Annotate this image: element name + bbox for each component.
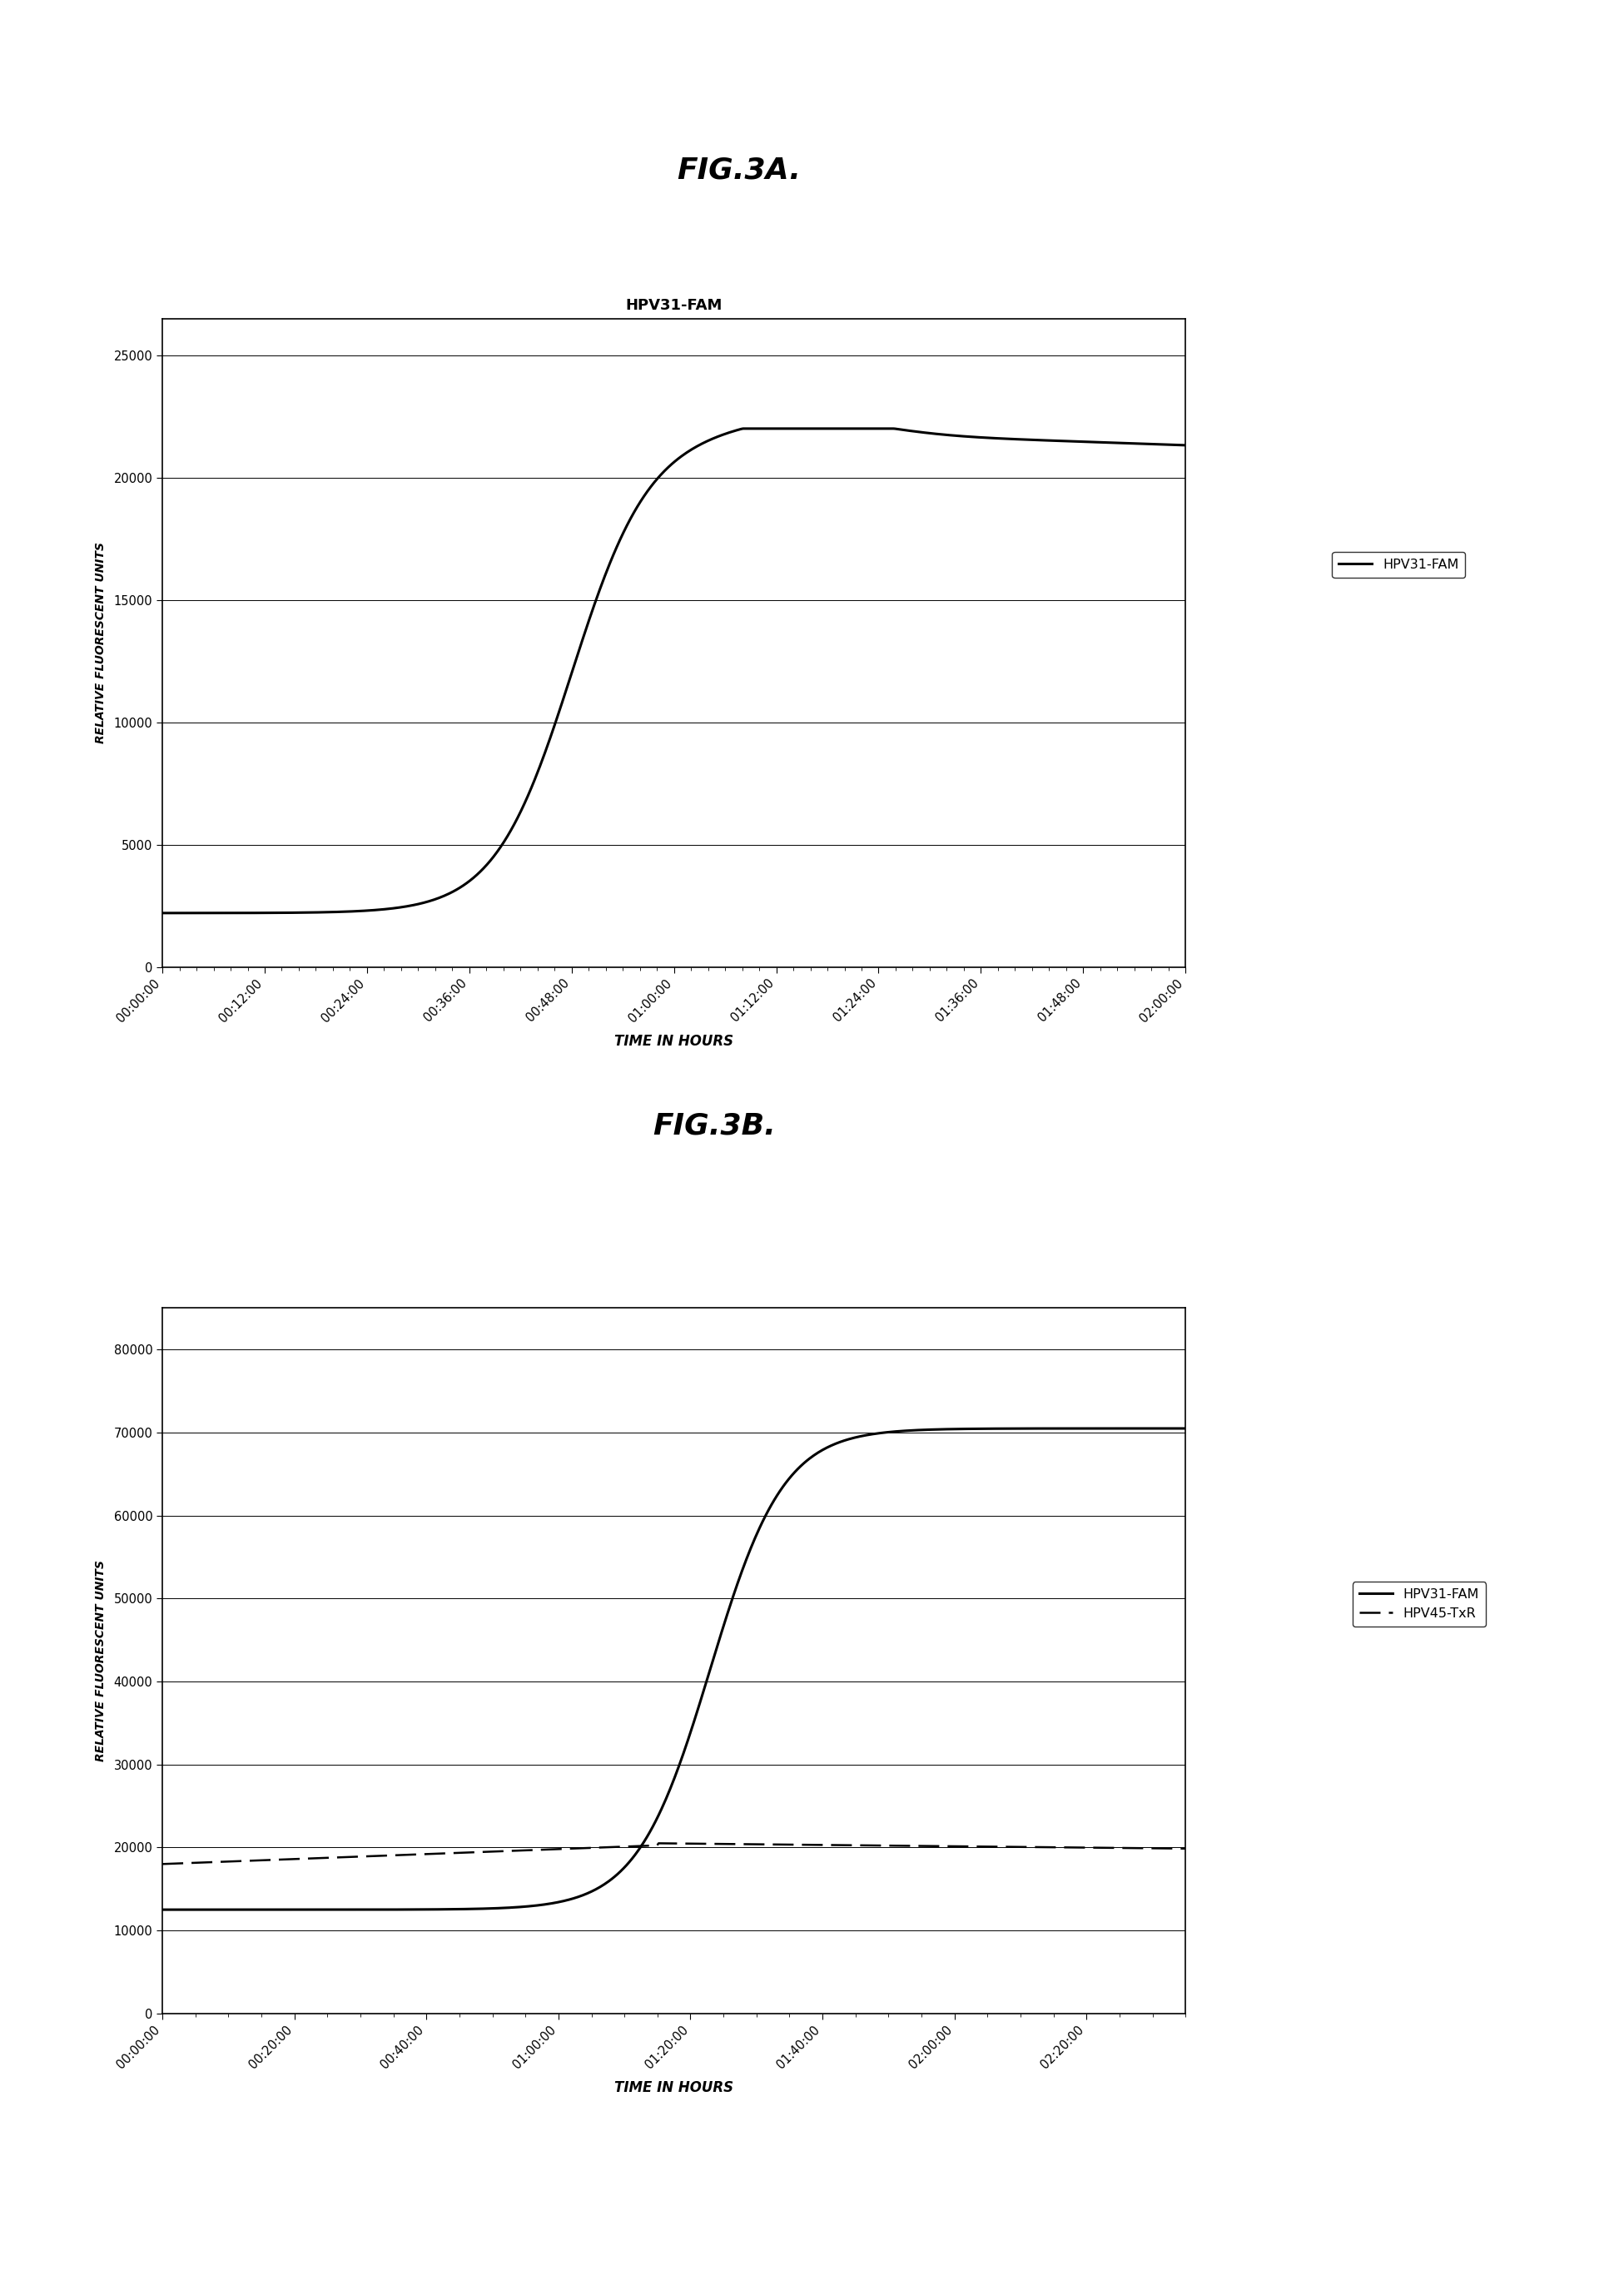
X-axis label: TIME IN HOURS: TIME IN HOURS	[614, 1033, 734, 1049]
HPV31-FAM	[333, 899, 352, 926]
HPV31-FAM	[1176, 432, 1195, 460]
HPV31-FAM	[734, 414, 754, 441]
HPV31-FAM	[476, 1895, 495, 1922]
Line: HPV45-TxR: HPV45-TxR	[162, 1843, 1186, 1863]
X-axis label: TIME IN HOURS: TIME IN HOURS	[614, 2079, 734, 2095]
Y-axis label: RELATIVE FLUORESCENT UNITS: RELATIVE FLUORESCENT UNITS	[94, 541, 107, 744]
Line: HPV31-FAM: HPV31-FAM	[162, 428, 1186, 912]
HPV31-FAM	[1176, 1415, 1195, 1442]
Y-axis label: RELATIVE FLUORESCENT UNITS: RELATIVE FLUORESCENT UNITS	[94, 1561, 107, 1761]
Legend: HPV31-FAM, HPV45-TxR: HPV31-FAM, HPV45-TxR	[1353, 1581, 1486, 1627]
HPV45-TxR	[153, 1850, 172, 1877]
Line: HPV31-FAM: HPV31-FAM	[162, 1429, 1186, 1909]
HPV31-FAM	[442, 1895, 461, 1922]
HPV31-FAM	[948, 1415, 968, 1442]
Legend: HPV31-FAM: HPV31-FAM	[1332, 553, 1465, 578]
HPV31-FAM	[1075, 1415, 1095, 1442]
HPV31-FAM	[924, 421, 944, 448]
Title: HPV31-FAM: HPV31-FAM	[625, 298, 723, 312]
HPV45-TxR	[650, 1829, 669, 1856]
HPV31-FAM	[757, 414, 776, 441]
HPV45-TxR	[827, 1831, 846, 1859]
HPV45-TxR	[1176, 1836, 1195, 1863]
HPV31-FAM	[153, 899, 172, 926]
HPV31-FAM	[825, 1431, 844, 1458]
Text: FIG.3B.: FIG.3B.	[653, 1112, 776, 1140]
HPV45-TxR	[1077, 1834, 1096, 1861]
HPV31-FAM	[615, 514, 635, 541]
HPV45-TxR	[476, 1838, 495, 1866]
HPV45-TxR	[403, 1840, 422, 1868]
HPV45-TxR	[442, 1840, 461, 1868]
HPV31-FAM	[416, 890, 435, 917]
HPV31-FAM	[403, 1895, 422, 1922]
Text: FIG.3A.: FIG.3A.	[677, 157, 801, 184]
HPV45-TxR	[950, 1834, 970, 1861]
HPV31-FAM	[153, 1895, 172, 1922]
HPV31-FAM	[838, 414, 857, 441]
